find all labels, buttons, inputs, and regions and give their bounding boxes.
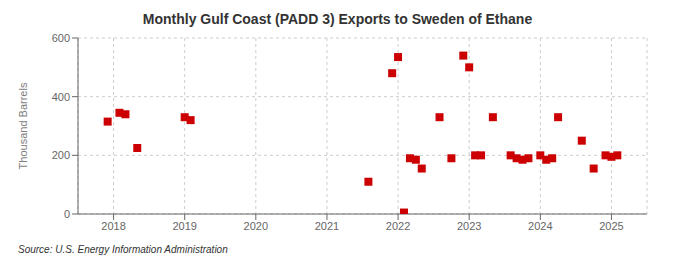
svg-text:2018: 2018 bbox=[101, 220, 125, 232]
svg-text:400: 400 bbox=[52, 91, 70, 103]
svg-text:2024: 2024 bbox=[528, 220, 552, 232]
svg-text:200: 200 bbox=[52, 149, 70, 161]
svg-text:2019: 2019 bbox=[172, 220, 196, 232]
html-text:Source: U.S. Energy Informatio: Source: U.S. Energy Information Administ… bbox=[18, 244, 228, 255]
svg-text:2021: 2021 bbox=[315, 220, 339, 232]
svg-text:0: 0 bbox=[64, 208, 70, 220]
svg-text:2020: 2020 bbox=[244, 220, 268, 232]
svg-text:2023: 2023 bbox=[457, 220, 481, 232]
html-text:Monthly Gulf Coast (PADD 3) Ex: Monthly Gulf Coast (PADD 3) Exports to S… bbox=[142, 11, 533, 27]
svg-text:2022: 2022 bbox=[386, 220, 410, 232]
svg-text:600: 600 bbox=[52, 32, 70, 44]
svg-text:Thousand Barrels: Thousand Barrels bbox=[17, 82, 29, 169]
svg-text:2025: 2025 bbox=[599, 220, 623, 232]
